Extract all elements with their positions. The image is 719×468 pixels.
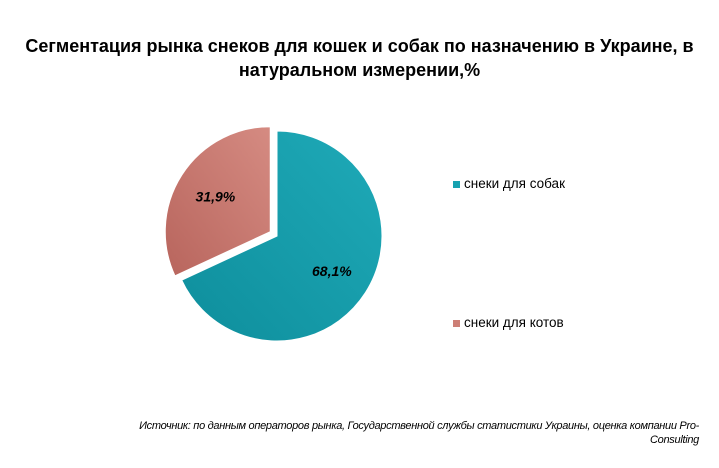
slice-dogs	[181, 130, 383, 342]
slice-label-cats: 31,9%	[196, 189, 236, 205]
slice-cats	[164, 126, 271, 277]
legend-swatch-dogs	[453, 180, 460, 188]
chart-title: Сегментация рынка снеков для кошек и соб…	[0, 34, 719, 82]
slice-label-dogs: 68,1%	[312, 263, 352, 279]
chart-title-line-2: натуральном измерении,%	[238, 60, 481, 80]
source-line-1: Источник: по данным операторов рынка, Го…	[139, 420, 699, 432]
source-note: Источник: по данным операторов рынка, Го…	[39, 419, 699, 447]
source-line-2: Consulting	[650, 434, 699, 446]
legend-swatch-cats	[453, 319, 460, 327]
legend-item-dogs: снеки для собак	[453, 176, 565, 192]
legend-label-dogs: снеки для собак	[464, 176, 565, 191]
legend-label-cats: снеки для котов	[464, 315, 564, 330]
pie-slices	[164, 126, 383, 342]
legend-item-cats: снеки для котов	[453, 315, 564, 331]
chart-title-line-1: Сегментация рынка снеков для кошек и соб…	[25, 36, 694, 56]
